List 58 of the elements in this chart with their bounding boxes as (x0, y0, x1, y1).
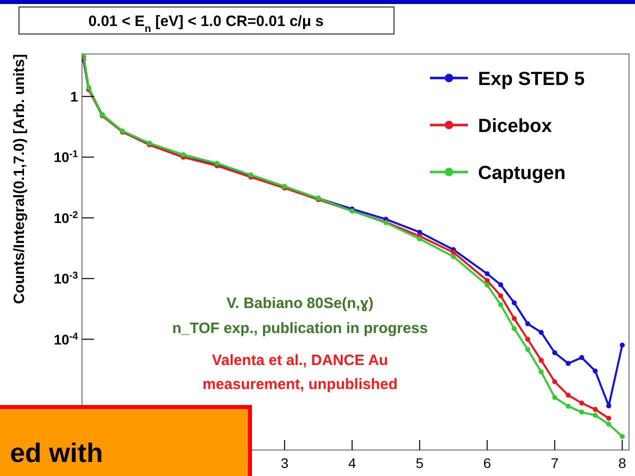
callout-box: ed with (0, 405, 252, 476)
legend-label: Exp STED 5 (478, 69, 586, 90)
annotation: n_TOF exp., publication in progress (172, 320, 428, 337)
point (450, 250, 456, 255)
point (498, 282, 504, 288)
point (484, 278, 490, 283)
x-tick-label: 4 (348, 455, 356, 471)
point (579, 410, 584, 415)
chart-title: 0.01 < E$_{n}$ [eV] < 1.0 CR=0.01 c/μ s (88, 13, 324, 35)
point (566, 392, 571, 398)
point (512, 316, 517, 321)
point (606, 403, 612, 408)
point (525, 336, 530, 342)
annotation: Valenta et al., DANCE Au (212, 352, 388, 369)
point (180, 152, 186, 158)
point (552, 394, 558, 400)
point (620, 342, 625, 348)
point (538, 358, 544, 363)
point (606, 416, 612, 421)
y-tick-label: 10$^{-2}$ (54, 209, 79, 226)
point (552, 379, 558, 384)
annotation: V. Babiano 80Se(n,ɣ) (226, 295, 374, 312)
x-tick-label: 6 (483, 455, 492, 471)
point (538, 330, 544, 335)
point (498, 302, 504, 308)
point (592, 406, 598, 412)
point (620, 434, 625, 440)
annotation: ed with (10, 438, 103, 468)
point (566, 360, 571, 366)
point (525, 321, 530, 326)
point (450, 254, 456, 260)
point (579, 400, 584, 406)
point (498, 293, 504, 298)
legend-label: Dicebox (478, 116, 552, 137)
y-tick-label: 1 (70, 88, 78, 104)
point (579, 355, 584, 360)
x-tick-label: 3 (280, 455, 289, 471)
point (417, 236, 422, 242)
point (512, 326, 517, 332)
y-tick-label: 10$^{-3}$ (54, 270, 79, 287)
point (525, 346, 530, 352)
point (606, 422, 612, 427)
x-tick-label: 7 (550, 455, 559, 471)
point (538, 369, 544, 374)
x-tick-label: 5 (416, 455, 424, 471)
y-axis-title: Counts/Integral(0.1,7.0) [Arb. units] (11, 54, 28, 304)
point (484, 271, 490, 276)
point (512, 300, 517, 306)
y-tick-label: 10$^{-1}$ (54, 148, 79, 166)
legend-label: Captugen (478, 163, 566, 184)
point (592, 368, 598, 374)
point (484, 282, 490, 288)
y-tick-label: 10$^{-4}$ (54, 330, 79, 348)
x-tick-label: 8 (618, 455, 626, 471)
point (592, 412, 598, 418)
annotation: measurement, unpublished (202, 376, 398, 393)
point (552, 350, 558, 356)
point (566, 404, 571, 409)
